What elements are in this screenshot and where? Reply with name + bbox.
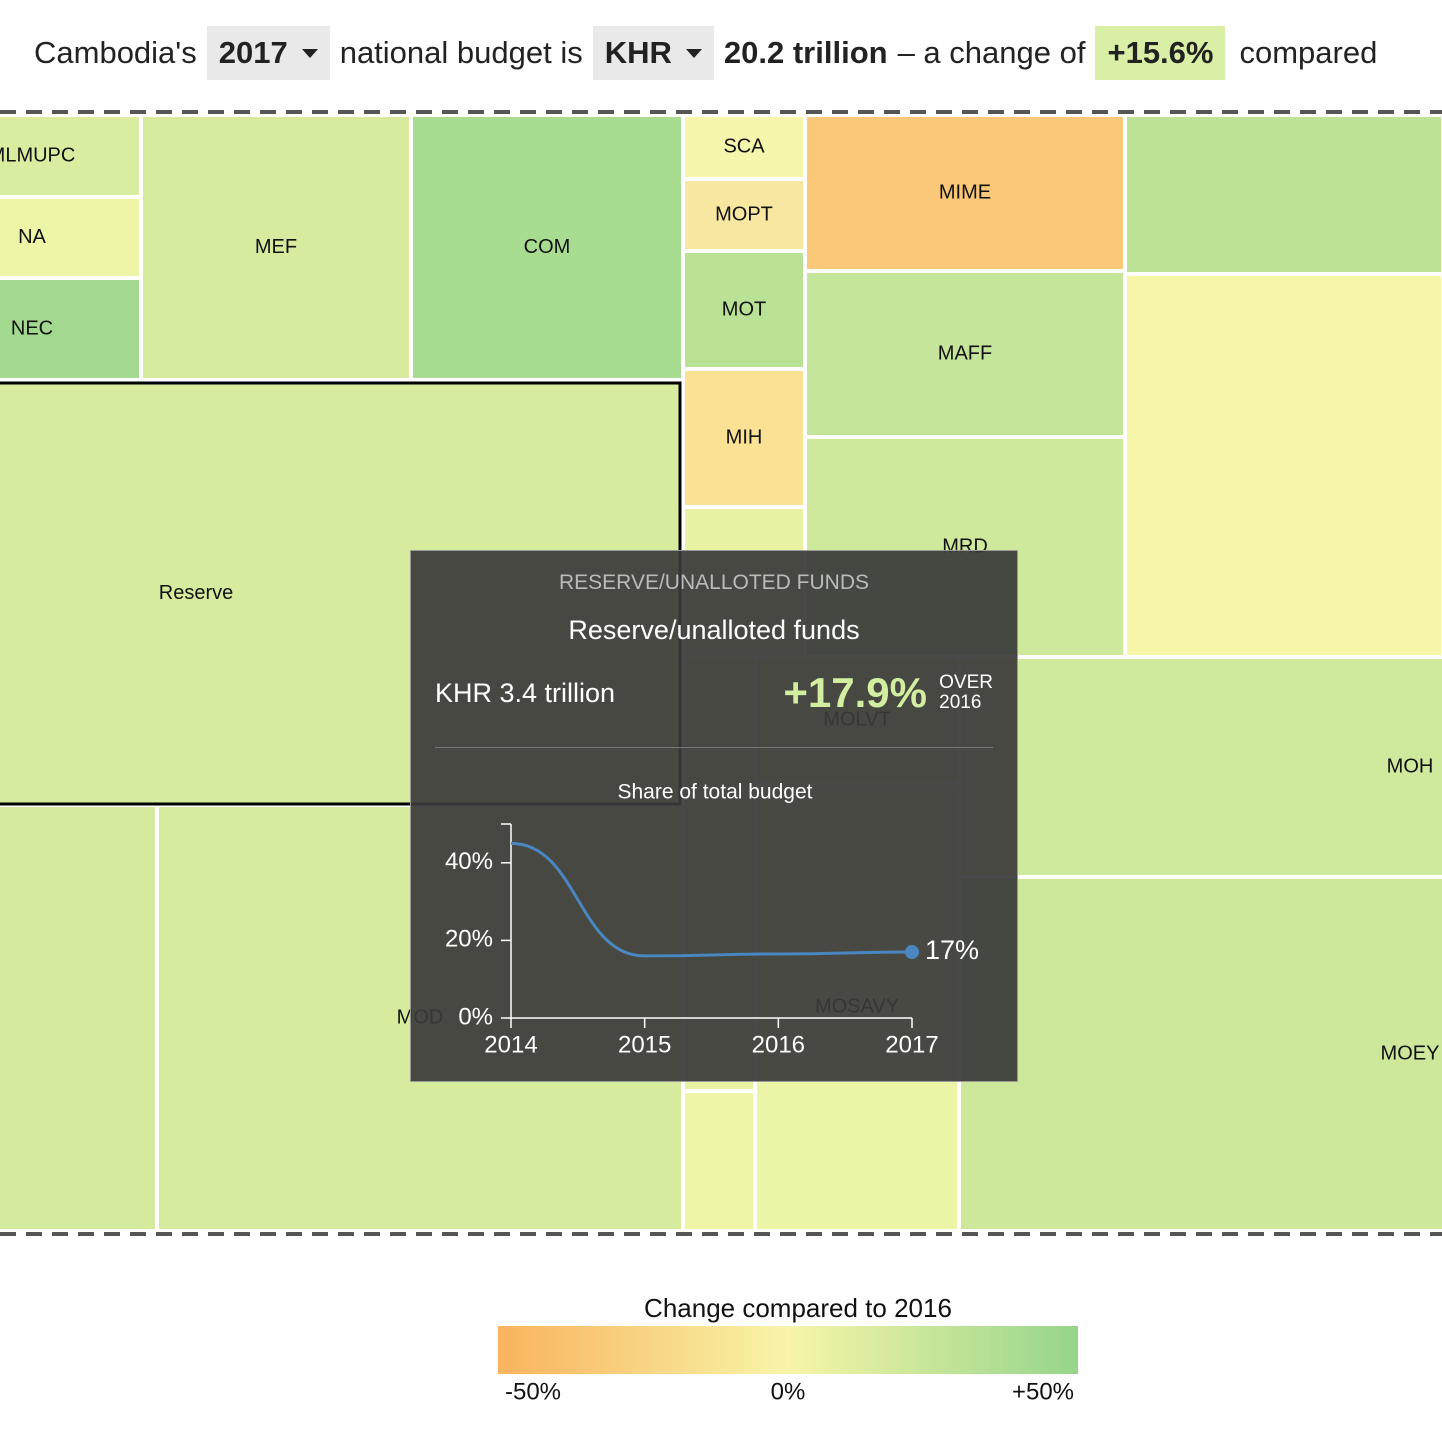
over-text: OVER [939,672,993,693]
legend-label: 0% [771,1378,806,1405]
chart-title: Share of total budget [618,781,813,804]
line [510,841,913,958]
treemap-cell [959,657,1442,877]
treemap-cell [141,115,411,380]
treemap-cell [0,115,141,197]
divider [435,747,993,748]
cell-label: MOPT [715,203,773,225]
tooltip-name: Reserve/unalloted funds [568,615,860,645]
headline-text: Cambodia's [34,35,197,70]
treemap-cell [805,271,1125,437]
tooltip-category: RESERVE/UNALLOTED FUNDS [558,571,870,594]
legend-label: +50% [1012,1378,1074,1405]
treemap-cell [1125,115,1442,274]
y-tick-label: 20% [445,926,493,953]
cell-label: MIH [726,426,763,448]
y-tick-label: 0% [458,1003,493,1030]
currency-dropdown[interactable]: KHR [592,26,714,80]
cell-label: MAFF [938,342,992,364]
over-year: 2016 [939,692,982,713]
cell-label: COM [524,236,571,258]
end-point [905,945,919,960]
year-value: 2017 [218,35,288,70]
cell-label: MOEY [1381,1042,1440,1064]
treemap-cell [683,369,805,507]
legend-bar [498,1326,1078,1374]
treemap-cell [0,805,157,1231]
line-chart: Share of total budget 0% 20% 40% 2014 2015 20… [445,781,979,1059]
cell-label: MIME [939,181,991,203]
headline-text: national budget is [339,35,583,70]
legend-title: Change compared to 2016 [644,1293,952,1323]
x-tick-label: 2014 [484,1031,537,1058]
treemap-cell [959,877,1442,1231]
x-tick-label: 2015 [618,1031,671,1058]
tooltip: RESERVE/UNALLOTED FUNDS Reserve/unallote… [410,550,1018,1082]
budget-amount: 20.2 trillion [723,35,888,70]
tooltip-change: +17.9% [783,669,927,716]
cell-label: NEC [11,317,53,339]
treemap-cell [0,278,141,380]
cell-label: NA [18,226,46,248]
treemap-cell [683,179,805,251]
cell-label: MOH [1387,755,1434,777]
headline-text: – a change of [897,35,1086,70]
cell-label: MLMUPC [0,144,75,166]
currency-value: KHR [604,35,672,70]
legend-label: -50% [505,1378,561,1405]
headline-text: compared [1239,35,1378,70]
treemap-cell [683,115,805,179]
cell-label: Reserve [159,582,233,604]
value-label: 17% [925,935,979,965]
tooltip-over: OVER 2016 [939,673,993,713]
treemap-cell [411,115,683,380]
treemap-cell [683,251,805,369]
headline: Cambodia's 2017 national budget is KHR 2… [34,26,1377,80]
treemap-cell [0,197,141,278]
treemap-cell [805,115,1125,271]
budget-change: +15.6% [1095,26,1226,80]
year-dropdown[interactable]: 2017 [206,26,330,80]
cell-label: MEF [255,236,297,258]
treemap-cell [1125,274,1442,657]
treemap-cell [683,1091,755,1231]
cell-label: SCA [723,135,765,157]
y-tick-label: 40% [445,848,493,875]
x-tick-label: 2016 [752,1031,805,1058]
x-tick-label: 2017 [885,1031,938,1058]
cell-label: MOT [722,298,766,320]
tooltip-amount: KHR 3.4 trillion [435,678,616,708]
